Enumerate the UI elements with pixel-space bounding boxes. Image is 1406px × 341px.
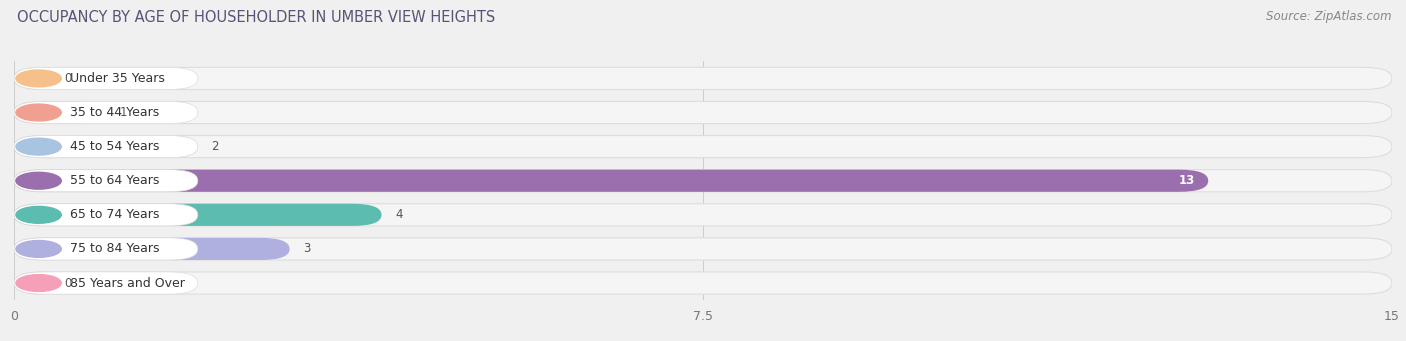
Text: 0: 0 xyxy=(65,277,72,290)
Circle shape xyxy=(15,206,62,223)
Text: 13: 13 xyxy=(1178,174,1195,187)
FancyBboxPatch shape xyxy=(14,102,1392,124)
Text: Source: ZipAtlas.com: Source: ZipAtlas.com xyxy=(1267,10,1392,23)
FancyBboxPatch shape xyxy=(14,204,198,226)
FancyBboxPatch shape xyxy=(14,102,198,124)
FancyBboxPatch shape xyxy=(14,102,105,124)
Circle shape xyxy=(15,172,62,189)
FancyBboxPatch shape xyxy=(14,238,290,260)
FancyBboxPatch shape xyxy=(14,238,1392,260)
FancyBboxPatch shape xyxy=(14,170,1208,192)
FancyBboxPatch shape xyxy=(14,68,198,90)
Circle shape xyxy=(15,275,62,292)
Text: OCCUPANCY BY AGE OF HOUSEHOLDER IN UMBER VIEW HEIGHTS: OCCUPANCY BY AGE OF HOUSEHOLDER IN UMBER… xyxy=(17,10,495,25)
Text: 65 to 74 Years: 65 to 74 Years xyxy=(70,208,160,221)
Circle shape xyxy=(15,70,62,87)
FancyBboxPatch shape xyxy=(14,136,198,158)
Text: 3: 3 xyxy=(304,242,311,255)
Text: 55 to 64 Years: 55 to 64 Years xyxy=(70,174,160,187)
Text: 85 Years and Over: 85 Years and Over xyxy=(70,277,186,290)
FancyBboxPatch shape xyxy=(14,204,1392,226)
FancyBboxPatch shape xyxy=(14,68,1392,90)
Text: 35 to 44 Years: 35 to 44 Years xyxy=(70,106,160,119)
Text: 2: 2 xyxy=(211,140,219,153)
FancyBboxPatch shape xyxy=(14,170,198,192)
FancyBboxPatch shape xyxy=(14,170,1392,192)
Circle shape xyxy=(15,138,62,155)
FancyBboxPatch shape xyxy=(14,136,1392,158)
Text: 4: 4 xyxy=(395,208,402,221)
FancyBboxPatch shape xyxy=(14,272,55,294)
FancyBboxPatch shape xyxy=(14,204,381,226)
FancyBboxPatch shape xyxy=(14,238,198,260)
FancyBboxPatch shape xyxy=(14,272,1392,294)
Text: Under 35 Years: Under 35 Years xyxy=(70,72,166,85)
Circle shape xyxy=(15,240,62,257)
FancyBboxPatch shape xyxy=(14,272,198,294)
Text: 45 to 54 Years: 45 to 54 Years xyxy=(70,140,160,153)
Circle shape xyxy=(15,104,62,121)
Text: 1: 1 xyxy=(120,106,127,119)
Text: 75 to 84 Years: 75 to 84 Years xyxy=(70,242,160,255)
FancyBboxPatch shape xyxy=(14,136,198,158)
Text: 0: 0 xyxy=(65,72,72,85)
FancyBboxPatch shape xyxy=(14,68,55,90)
